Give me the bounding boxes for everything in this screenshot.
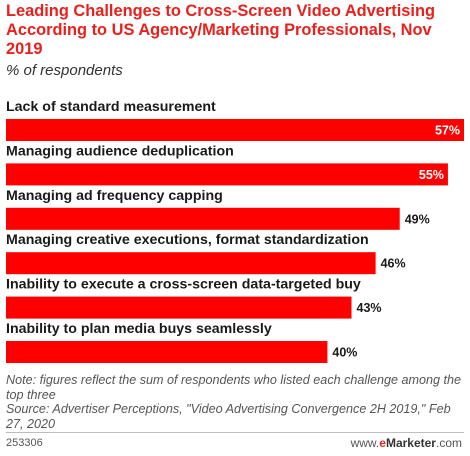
value-label: 46% xyxy=(381,257,406,271)
category-label: Inability to execute a cross-screen data… xyxy=(6,277,361,293)
category-label: Managing audience deduplication xyxy=(6,143,234,159)
chart-id: 253306 xyxy=(6,437,43,449)
category-label: Managing creative executions, format sta… xyxy=(6,232,369,248)
brand-name: Marketer xyxy=(385,436,436,450)
value-label: 40% xyxy=(332,346,357,360)
source-text: Source: Advertiser Perceptions, "Video A… xyxy=(6,402,451,431)
footer-divider xyxy=(6,432,464,433)
brand-suffix: .com xyxy=(435,436,462,450)
category-label: Lack of standard measurement xyxy=(6,99,216,115)
chart-note: Note: figures reflect the sum of respond… xyxy=(6,373,464,431)
value-label: 49% xyxy=(405,212,430,226)
value-label: 43% xyxy=(357,301,382,315)
category-label: Managing ad frequency capping xyxy=(6,188,223,204)
bar xyxy=(6,296,352,319)
brand-e: e xyxy=(379,436,386,450)
bar xyxy=(6,119,464,141)
value-label: 55% xyxy=(419,168,444,182)
value-label: 57% xyxy=(435,124,460,138)
brand-link[interactable]: www.eMarketer.com xyxy=(351,436,462,450)
bar xyxy=(6,163,448,186)
bar xyxy=(6,252,376,275)
chart-title: Leading Challenges to Cross-Screen Video… xyxy=(6,2,435,58)
chart-subtitle: % of respondents xyxy=(6,62,123,79)
bar xyxy=(6,341,328,363)
note-text: Note: figures reflect the sum of respond… xyxy=(6,373,462,402)
category-label: Inability to plan media buys seamlessly xyxy=(6,321,272,337)
bar xyxy=(6,207,400,230)
brand-prefix: www. xyxy=(350,436,380,450)
